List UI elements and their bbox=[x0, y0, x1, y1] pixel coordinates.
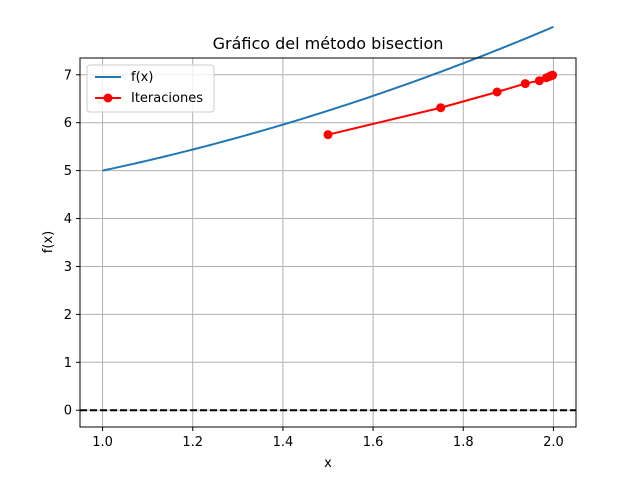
iteracion-point bbox=[436, 103, 446, 113]
y-tick-label: 4 bbox=[64, 212, 72, 227]
x-tick-label: 1.2 bbox=[182, 435, 203, 450]
y-tick-label: 5 bbox=[64, 164, 72, 179]
x-tick-label: 1.4 bbox=[273, 435, 294, 450]
legend: f(x) Iteraciones bbox=[86, 64, 215, 113]
legend-marker-iteraciones bbox=[103, 93, 113, 103]
y-tick-label: 6 bbox=[64, 116, 72, 131]
iteracion-point bbox=[323, 130, 333, 140]
legend-label-fx: f(x) bbox=[131, 70, 153, 85]
iteracion-point bbox=[492, 87, 502, 97]
legend-label-iteraciones: Iteraciones bbox=[131, 91, 203, 106]
iteracion-point bbox=[548, 70, 558, 80]
chart-title: Gráfico del método bisection bbox=[213, 34, 444, 53]
y-tick-label: 0 bbox=[64, 404, 72, 419]
plot-frame bbox=[79, 57, 577, 428]
x-tick-label: 1.8 bbox=[453, 435, 474, 450]
tick-layer: 1.0 1.2 1.4 1.6 1.8 2.0 0 1 2 3 4 5 6 7 bbox=[64, 68, 564, 450]
fx-series-line bbox=[102, 25, 554, 172]
x-axis-label: x bbox=[324, 456, 332, 471]
x-tick-label: 1.6 bbox=[363, 435, 384, 450]
y-tick-label: 7 bbox=[64, 68, 72, 83]
grid-layer bbox=[80, 58, 576, 427]
x-tick-label: 1.0 bbox=[92, 435, 113, 450]
iteracion-point bbox=[534, 76, 544, 86]
y-tick-label: 2 bbox=[64, 308, 72, 323]
iteracion-point bbox=[520, 79, 530, 89]
y-axis-label: f(x) bbox=[41, 231, 56, 253]
x-tick-label: 2.0 bbox=[543, 435, 564, 450]
y-tick-label: 1 bbox=[64, 356, 72, 371]
y-tick-label: 3 bbox=[64, 260, 72, 275]
series-layer bbox=[102, 25, 558, 172]
